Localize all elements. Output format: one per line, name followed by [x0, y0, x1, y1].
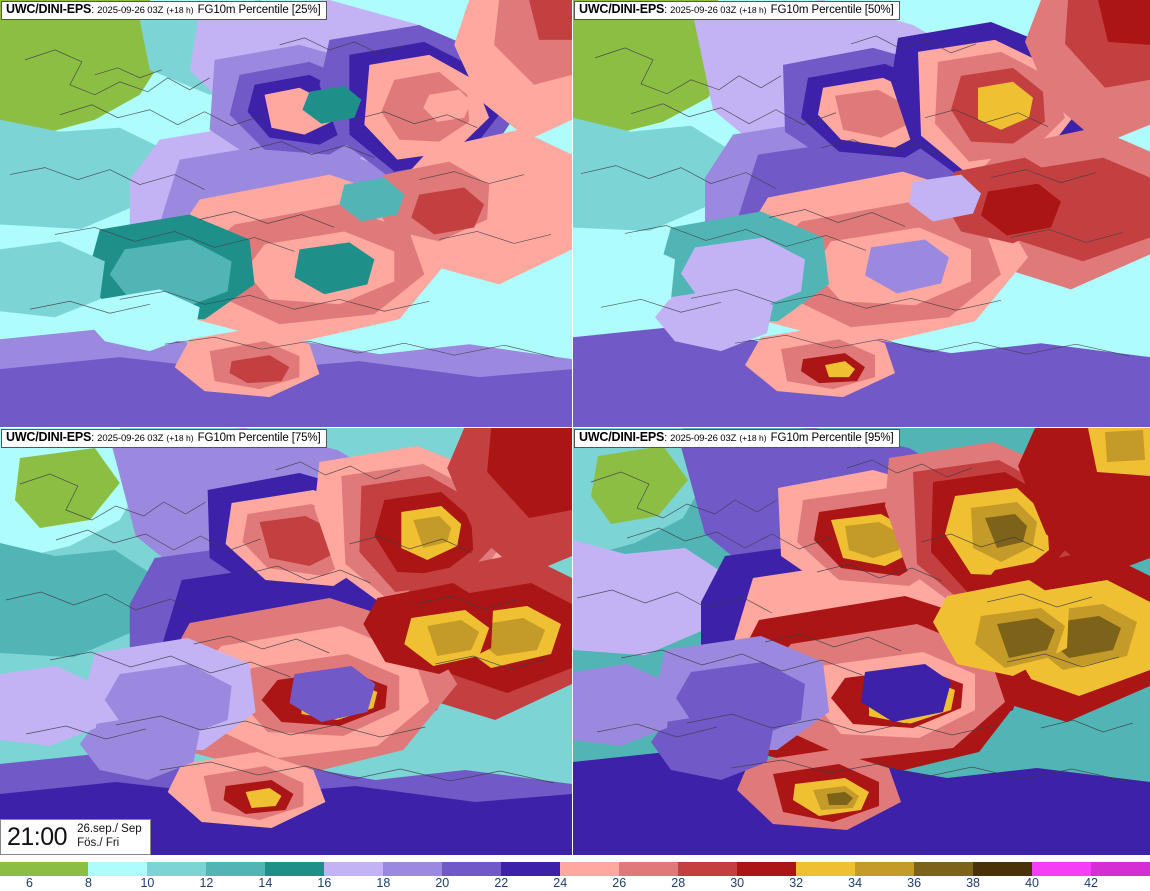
- colorbar-tick-label: 36: [907, 876, 922, 890]
- panel-lead-time: (+18 h): [739, 433, 767, 443]
- colorbar-tick-label: 22: [494, 876, 509, 890]
- map-panel-p50[interactable]: UWC/DINI-EPS: 2025-09-26 03Z (+18 h) FG1…: [573, 0, 1150, 428]
- panel-model-label: UWC/DINI-EPS: [6, 430, 92, 444]
- map-canvas-p75: [0, 428, 572, 855]
- map-canvas-p25: [0, 0, 572, 427]
- colorbar-tick-label: 14: [258, 876, 273, 890]
- colorbar-segment: [501, 862, 561, 876]
- colorbar-tick-label: 32: [789, 876, 804, 890]
- panel-grid: UWC/DINI-EPS: 2025-09-26 03Z (+18 h) FG1…: [0, 0, 1150, 855]
- valid-day-line: Fös./ Fri: [77, 837, 120, 849]
- colorbar-segment: [1090, 862, 1150, 876]
- panel-header-p50: UWC/DINI-EPS: 2025-09-26 03Z (+18 h) FG1…: [574, 1, 900, 20]
- colorbar-tick-label: 30: [730, 876, 745, 890]
- colorbar-tick-label: 42: [1084, 876, 1098, 890]
- map-canvas-p50: [573, 0, 1150, 427]
- panel-header-p95: UWC/DINI-EPS: 2025-09-26 03Z (+18 h) FG1…: [574, 429, 900, 448]
- panel-model-label: UWC/DINI-EPS: [6, 2, 92, 16]
- panel-model-label: UWC/DINI-EPS: [579, 2, 665, 16]
- panel-variable-label: FG10m Percentile [25%]: [197, 4, 321, 16]
- map-canvas-p95: [573, 428, 1150, 855]
- valid-date: 26.sep./ Sep Fös./ Fri: [77, 823, 142, 850]
- colorbar-segment: [0, 862, 30, 876]
- colorbar-tick-label: 28: [671, 876, 686, 890]
- panel-lead-time: (+18 h): [166, 433, 194, 443]
- colorbar-tick-label: 24: [553, 876, 568, 890]
- panel-run-time: 2025-09-26 03Z: [97, 5, 164, 16]
- colorbar-tick-label: 26: [612, 876, 627, 890]
- panel-run-time: 2025-09-26 03Z: [97, 433, 164, 444]
- colorbar-segment: [796, 862, 856, 876]
- panel-run-time: 2025-09-26 03Z: [670, 5, 737, 16]
- map-panel-p25[interactable]: UWC/DINI-EPS: 2025-09-26 03Z (+18 h) FG1…: [0, 0, 573, 428]
- panel-lead-time: (+18 h): [166, 5, 194, 15]
- colorbar-tick-label: 40: [1025, 876, 1039, 890]
- panel-variable-label: FG10m Percentile [95%]: [770, 432, 894, 444]
- colorbar-segment: [619, 862, 679, 876]
- valid-date-line: 26.sep./ Sep: [77, 823, 142, 836]
- panel-colon: :: [91, 4, 95, 16]
- colorbar-segment: [737, 862, 797, 876]
- colorbar-segment: [147, 862, 207, 876]
- panel-header-p75: UWC/DINI-EPS: 2025-09-26 03Z (+18 h) FG1…: [1, 429, 327, 448]
- colorbar-tick-label: 10: [140, 876, 155, 890]
- map-panel-p75[interactable]: UWC/DINI-EPS: 2025-09-26 03Z (+18 h) FG1…: [0, 428, 573, 855]
- colorbar-legend: 6 8 10 12 14 16 18 20 22 24 26 28 30 32 34 36 38 40 42: [0, 855, 1150, 891]
- colorbar-tick-label: 8: [84, 876, 92, 890]
- colorbar-tick-label: 16: [317, 876, 332, 890]
- panel-colon: :: [664, 4, 668, 16]
- panel-colon: :: [664, 432, 668, 444]
- panel-run-time: 2025-09-26 03Z: [670, 433, 737, 444]
- colorbar-segment: [972, 862, 1032, 876]
- timestamp-box: 21:00 26.sep./ Sep Fös./ Fri: [0, 819, 151, 855]
- colorbar-segment: [88, 862, 148, 876]
- panel-variable-label: FG10m Percentile [75%]: [197, 432, 321, 444]
- colorbar-tick-label: 18: [376, 876, 391, 890]
- panel-variable-label: FG10m Percentile [50%]: [770, 4, 894, 16]
- colorbar-tick-label: 12: [199, 876, 214, 890]
- colorbar-ticks: 6 8 10 12 14 16 18 20 22 24 26 28 30 32 34 36 38 40 42: [0, 876, 1150, 891]
- colorbar-segment: [678, 862, 738, 876]
- colorbar-segment: [914, 862, 973, 876]
- colorbar-segment: [855, 862, 915, 876]
- colorbar-tick-label: 34: [848, 876, 863, 890]
- colorbar-segment: [206, 862, 266, 876]
- colorbar-tick-label: 6: [26, 876, 33, 890]
- colorbar-tick-label: 38: [966, 876, 981, 890]
- panel-colon: :: [91, 432, 95, 444]
- colorbar-segment: [442, 862, 502, 876]
- panel-header-p25: UWC/DINI-EPS: 2025-09-26 03Z (+18 h) FG1…: [1, 1, 327, 20]
- valid-time: 21:00: [7, 822, 68, 851]
- colorbar-segment: [560, 862, 620, 876]
- colorbar-segment: [383, 862, 443, 876]
- colorbar-strip[interactable]: [0, 862, 1150, 876]
- colorbar-segment: [324, 862, 384, 876]
- colorbar-segment: [1031, 862, 1091, 876]
- map-panel-p95[interactable]: UWC/DINI-EPS: 2025-09-26 03Z (+18 h) FG1…: [573, 428, 1150, 855]
- colorbar-segment: [265, 862, 325, 876]
- colorbar-tick-label: 20: [435, 876, 450, 890]
- colorbar-segment: [29, 862, 89, 876]
- panel-lead-time: (+18 h): [739, 5, 767, 15]
- panel-model-label: UWC/DINI-EPS: [579, 430, 665, 444]
